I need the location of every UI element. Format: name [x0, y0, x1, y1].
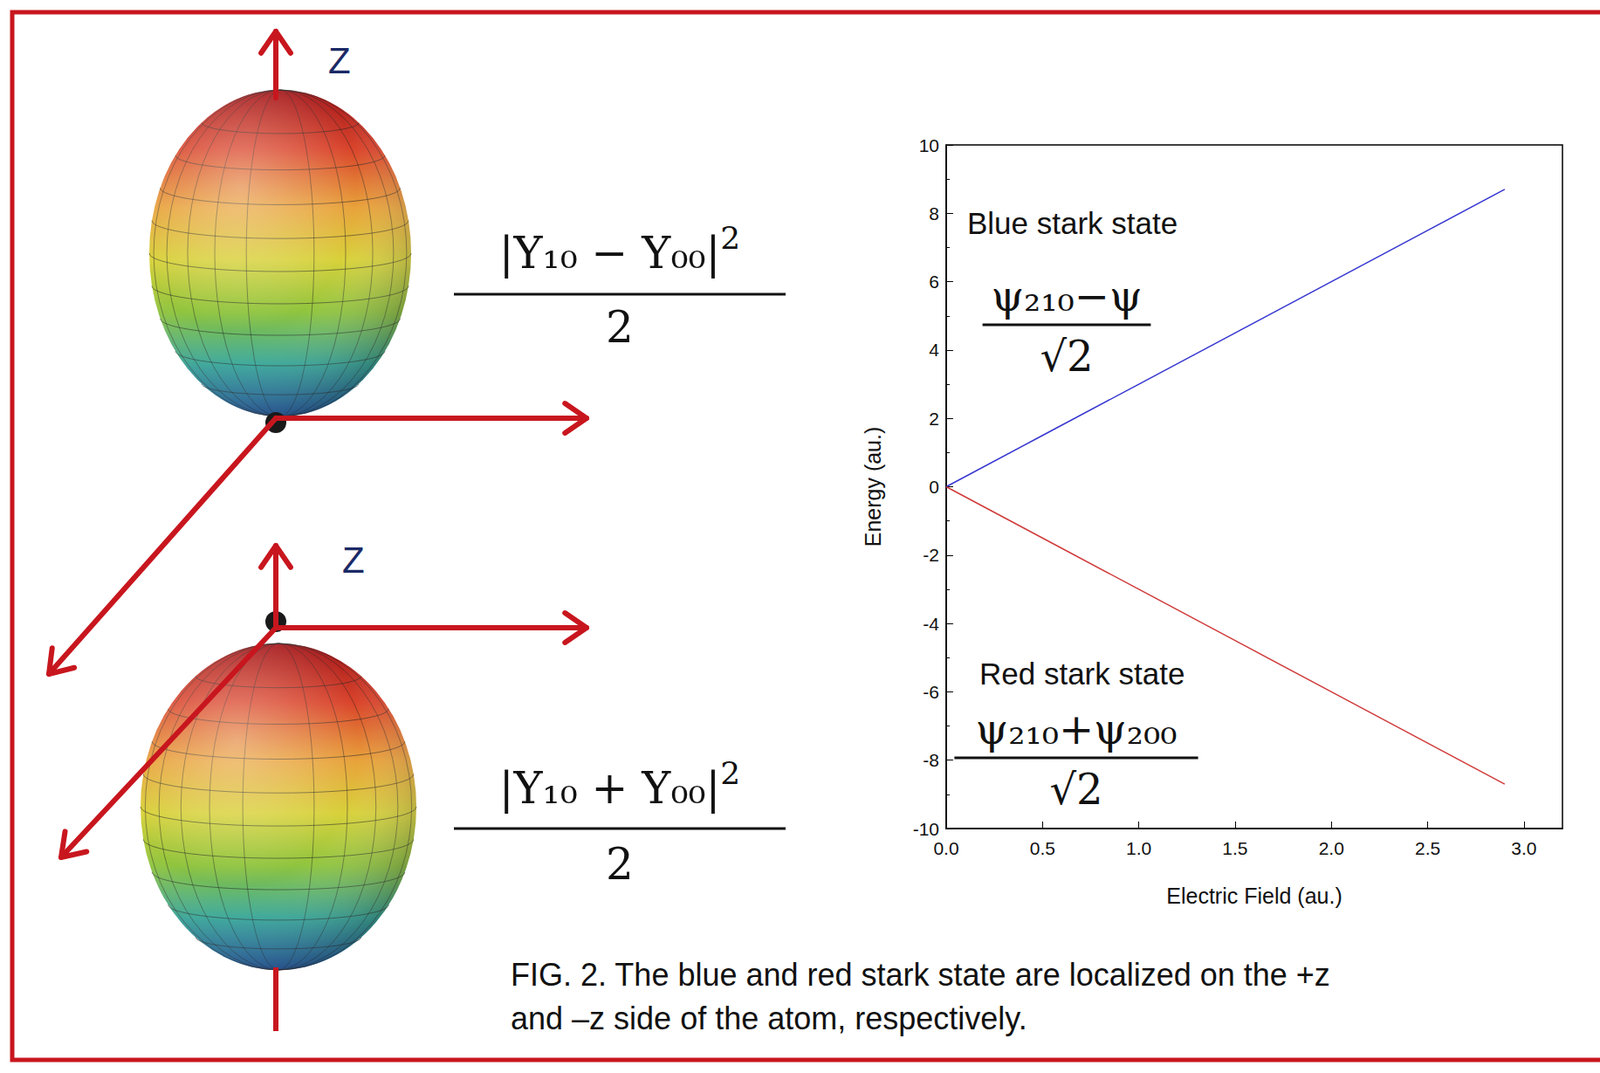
- svg-text:Energy (au.): Energy (au.): [860, 426, 886, 548]
- svg-text:3.0: 3.0: [1510, 837, 1537, 859]
- svg-text:2: 2: [605, 838, 634, 890]
- svg-text:|Y₁₀ − Y₀₀|2: |Y₁₀ − Y₀₀|2: [499, 219, 741, 280]
- svg-text:1.5: 1.5: [1222, 837, 1248, 859]
- svg-text:Blue stark state: Blue stark state: [967, 206, 1178, 241]
- svg-text:2: 2: [928, 408, 940, 429]
- html-text:FIG. 2. The blue and red stark: FIG. 2. The blue and red stark state are…: [510, 956, 1331, 1037]
- svg-text:0.0: 0.0: [933, 837, 959, 859]
- svg-text:10: 10: [919, 135, 940, 156]
- svg-text:8: 8: [928, 203, 940, 224]
- svg-text:0: 0: [928, 476, 940, 497]
- svg-text:Electric Field (au.): Electric Field (au.): [1166, 883, 1342, 908]
- svg-text:ψ₂₁₀−ψ: ψ₂₁₀−ψ: [990, 271, 1142, 321]
- svg-text:2.0: 2.0: [1318, 837, 1345, 859]
- svg-text:6: 6: [928, 271, 940, 292]
- svg-text:-6: -6: [922, 681, 940, 702]
- svg-text:ψ₂₁₀+ψ₂₀₀: ψ₂₁₀+ψ₂₀₀: [975, 704, 1178, 754]
- svg-text:2.5: 2.5: [1414, 837, 1441, 859]
- svg-text:√2: √2: [1049, 764, 1103, 814]
- svg-text:Z: Z: [328, 40, 351, 82]
- svg-text:2: 2: [605, 302, 634, 353]
- svg-text:-4: -4: [922, 613, 940, 634]
- svg-text:√2: √2: [1039, 331, 1093, 381]
- svg-text:-8: -8: [922, 749, 940, 770]
- svg-text:0.5: 0.5: [1030, 837, 1056, 859]
- svg-text:-10: -10: [913, 818, 940, 839]
- svg-text:-2: -2: [922, 544, 940, 565]
- svg-text:Red stark state: Red stark state: [979, 656, 1185, 691]
- svg-text:|Y₁₀ + Y₀₀|2: |Y₁₀ + Y₀₀|2: [499, 755, 741, 815]
- svg-text:1.0: 1.0: [1126, 837, 1152, 859]
- svg-text:Z: Z: [342, 539, 365, 581]
- svg-text:4: 4: [928, 339, 940, 360]
